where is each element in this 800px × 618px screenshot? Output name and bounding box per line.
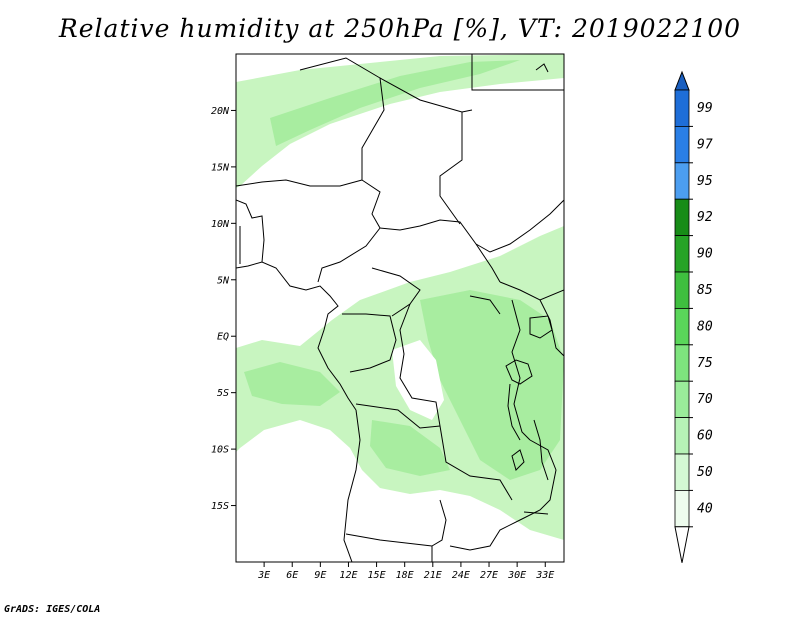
lon-tick-label: 15E: [368, 570, 386, 581]
lat-tick-label: 10S: [211, 445, 229, 456]
humidity-band-west-inner: [244, 362, 340, 406]
humidity-fields: [236, 54, 564, 562]
colorbar-swatch: [674, 235, 690, 273]
map-frame: [235, 53, 565, 563]
country-borders: [236, 54, 564, 562]
lat-tick-label: 10N: [211, 219, 230, 230]
colorbar-swatch: [674, 198, 690, 236]
lat-tick-label: 5S: [217, 388, 229, 399]
colorbar-label: 99: [697, 101, 713, 116]
colorbar-top-arrow: [674, 70, 690, 91]
humidity-band-central-inner: [420, 290, 564, 480]
lon-tick-label: 24E: [452, 570, 470, 581]
lon-tick-label: 12E: [339, 570, 357, 581]
lon-tick-label: 18E: [396, 570, 414, 581]
lon-tick-label: 33E: [535, 570, 554, 581]
credit-text: GrADS: IGES/COLA: [4, 604, 101, 615]
lat-tick-label: 15S: [211, 501, 229, 512]
colorbar-swatch: [674, 271, 690, 309]
colorbar-swatch: [674, 380, 690, 419]
lat-tick-label: 20N: [211, 106, 230, 117]
colorbar-label: 60: [697, 429, 713, 444]
lon-tick-label: 3E: [257, 570, 270, 581]
colorbar-label: 95: [697, 174, 713, 189]
colorbar-label: 70: [697, 392, 713, 407]
colorbar-bottom-arrow: [674, 526, 690, 563]
lon-tick-label: 6E: [286, 570, 298, 581]
colorbar-label: 80: [697, 319, 713, 334]
colorbar-swatch: [674, 126, 690, 164]
colorbar-label: 92: [697, 210, 713, 225]
longitude-axis: 3E 6E 9E 12E 15E 18E 21E 24E 27E 30E 33E: [257, 562, 554, 581]
humidity-band-north-inner: [270, 60, 520, 146]
colorbar-swatch: [674, 89, 690, 127]
colorbar-swatch: [674, 307, 690, 346]
colorbar-label: 50: [697, 465, 713, 480]
colorbar-swatch: [674, 489, 690, 528]
lon-tick-label: 21E: [424, 570, 442, 581]
colorbar-swatch: [674, 344, 690, 382]
colorbar-label: 97: [697, 137, 713, 152]
lon-tick-label: 30E: [507, 570, 526, 581]
colorbar-label: 40: [697, 501, 713, 516]
colorbar-label: 85: [697, 283, 713, 298]
colorbar-swatch: [674, 162, 690, 200]
lat-tick-label: 5N: [217, 275, 230, 286]
colorbar-swatch: [674, 453, 690, 491]
colorbar-boxes: [674, 70, 690, 563]
humidity-band-north: [236, 54, 564, 188]
colorbar-label: 75: [697, 356, 713, 371]
map-title: Relative humidity at 250hPa [%], VT: 201…: [58, 14, 742, 43]
dry-pocket: [236, 440, 350, 562]
colorbar-labels: 99 97 95 92 90 85 80 75 70 60 50 40: [689, 101, 713, 528]
lat-tick-label: 15N: [211, 162, 230, 173]
latitude-axis: 20N 15N 10N 5N EQ 5S 10S 15S: [211, 106, 236, 512]
humidity-patch-south: [370, 420, 450, 476]
lon-tick-label: 27E: [480, 570, 498, 581]
lon-tick-label: 9E: [314, 570, 326, 581]
colorbar-label: 90: [697, 247, 713, 262]
dry-pocket: [392, 340, 444, 420]
lat-tick-label: EQ: [217, 332, 229, 343]
colorbar-swatch: [674, 417, 690, 455]
